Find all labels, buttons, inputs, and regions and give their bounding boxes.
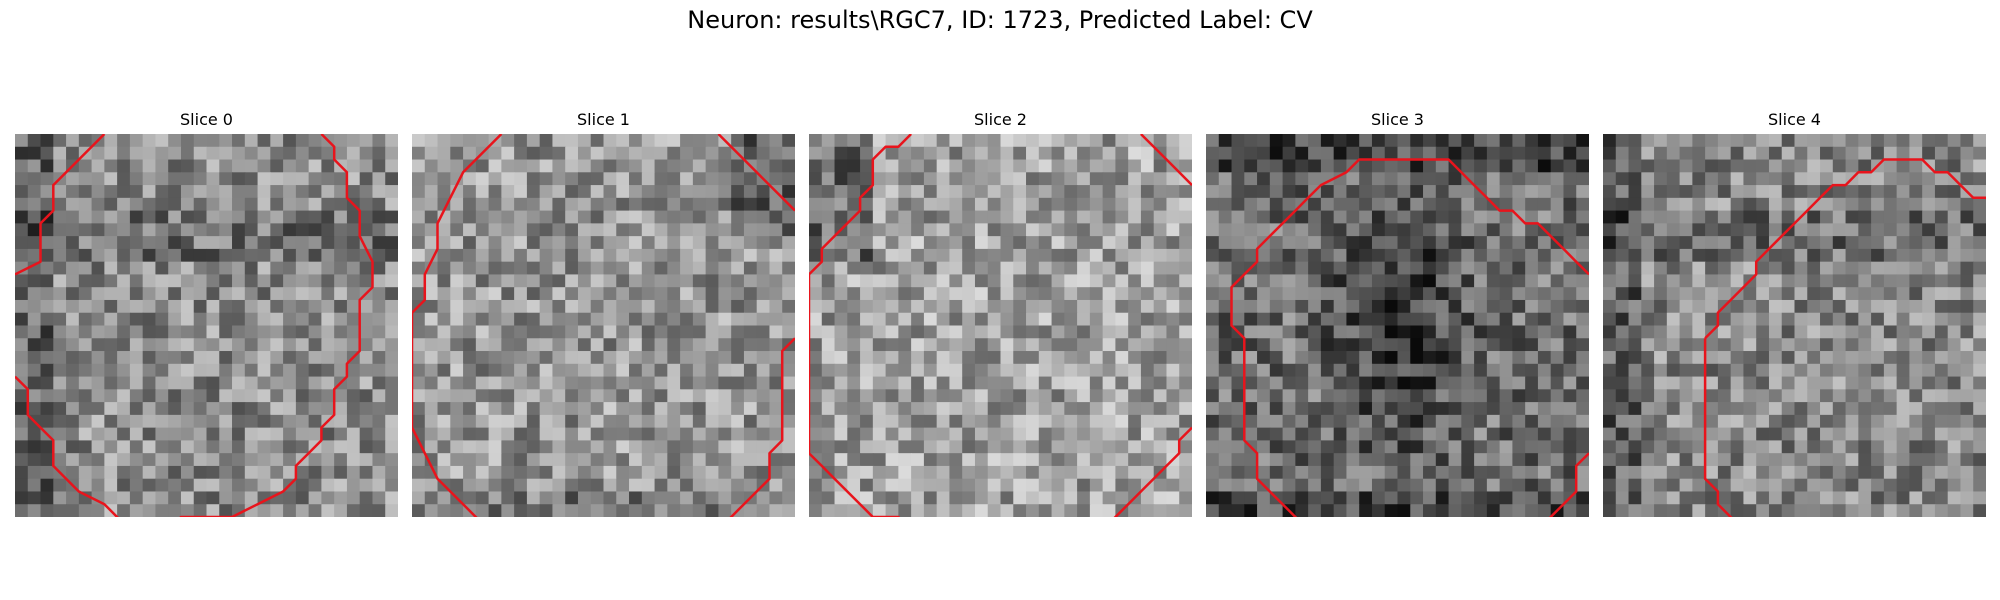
slice-title: Slice 0 bbox=[180, 110, 233, 129]
slice-image bbox=[1206, 134, 1589, 517]
slice-title: Slice 3 bbox=[1371, 110, 1424, 129]
slice-title: Slice 2 bbox=[974, 110, 1027, 129]
slice-image bbox=[412, 134, 795, 517]
segmentation-contour bbox=[1140, 134, 1192, 186]
segmentation-contour bbox=[1548, 452, 1589, 517]
figure-title: Neuron: results\RGC7, ID: 1723, Predicte… bbox=[687, 6, 1313, 34]
segmentation-contour bbox=[1703, 338, 1733, 517]
slice-panel-0: Slice 0 bbox=[15, 108, 398, 517]
slice-image bbox=[809, 134, 1192, 517]
segmentation-contour bbox=[1372, 158, 1589, 276]
segmentation-contour bbox=[809, 134, 912, 517]
segmentation-contour bbox=[1230, 158, 1372, 517]
slice-panel-1: Slice 1 bbox=[412, 108, 795, 517]
slice-image bbox=[15, 134, 398, 517]
segmentation-contour bbox=[412, 312, 478, 517]
segmentation-contour bbox=[717, 134, 795, 212]
slice-panel-3: Slice 3 bbox=[1206, 108, 1589, 517]
slice-panel-4: Slice 4 bbox=[1603, 108, 1986, 517]
segmentation-contour bbox=[15, 134, 374, 517]
slice-panel-2: Slice 2 bbox=[809, 108, 1192, 517]
segmentation-contour bbox=[15, 134, 106, 276]
segmentation-contour bbox=[1704, 158, 1986, 340]
slice-image bbox=[1603, 134, 1986, 517]
segmentation-contour bbox=[412, 134, 503, 314]
segmentation-contour bbox=[1113, 426, 1192, 517]
slice-title: Slice 4 bbox=[1768, 110, 1821, 129]
segmentation-contour bbox=[729, 337, 795, 517]
slice-title: Slice 1 bbox=[577, 110, 630, 129]
